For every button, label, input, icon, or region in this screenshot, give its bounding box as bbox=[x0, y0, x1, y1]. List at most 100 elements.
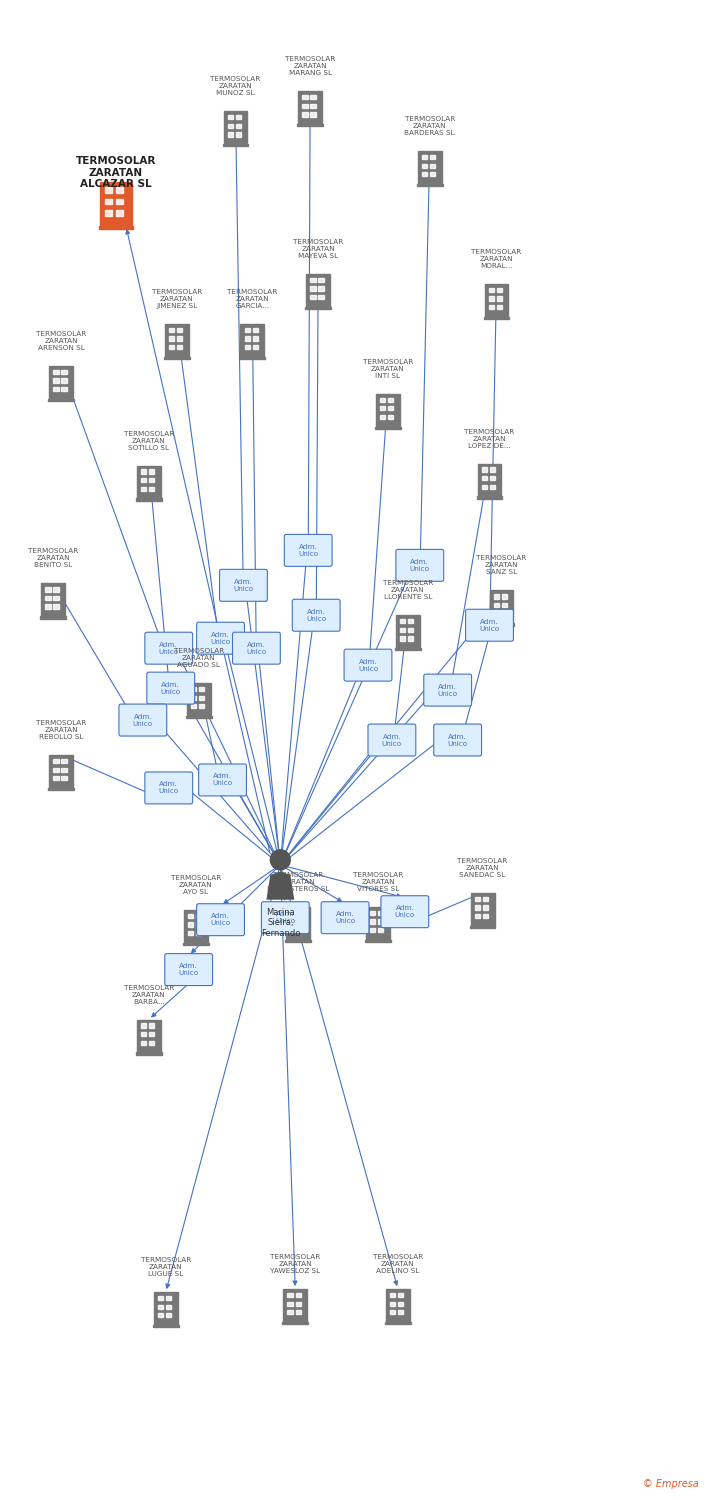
Bar bbox=[418, 152, 442, 184]
Bar bbox=[370, 910, 376, 915]
Bar bbox=[188, 932, 193, 934]
Text: TERMOSOLAR
ZARATAN
ADELINO SL: TERMOSOLAR ZARATAN ADELINO SL bbox=[373, 1254, 423, 1274]
Bar bbox=[245, 336, 250, 340]
Bar bbox=[53, 759, 58, 764]
Bar bbox=[298, 920, 304, 924]
Bar bbox=[422, 154, 427, 159]
Bar bbox=[177, 327, 182, 332]
Bar bbox=[310, 104, 316, 108]
Bar bbox=[191, 704, 196, 708]
Bar bbox=[141, 470, 146, 474]
Bar bbox=[116, 188, 123, 194]
Bar bbox=[285, 939, 311, 942]
Bar bbox=[169, 345, 174, 350]
Bar bbox=[390, 1302, 395, 1306]
Bar bbox=[158, 1312, 163, 1317]
Text: Adm.
Unico: Adm. Unico bbox=[448, 734, 467, 747]
Bar bbox=[376, 393, 400, 426]
Bar bbox=[136, 498, 162, 501]
Bar bbox=[475, 897, 480, 902]
Bar bbox=[153, 1324, 178, 1328]
Bar bbox=[470, 926, 496, 928]
Bar bbox=[310, 94, 316, 99]
Bar bbox=[99, 226, 133, 230]
Bar bbox=[400, 636, 405, 640]
Bar bbox=[502, 603, 507, 608]
Text: TERMOSOLAR
ZARATAN
AYO SL: TERMOSOLAR ZARATAN AYO SL bbox=[170, 874, 221, 896]
Bar bbox=[186, 682, 210, 716]
Bar bbox=[223, 144, 248, 147]
Bar bbox=[297, 124, 323, 126]
Text: TERMOSOLAR
ZARATAN
AGUADO SL: TERMOSOLAR ZARATAN AGUADO SL bbox=[173, 648, 223, 668]
Bar bbox=[177, 345, 182, 350]
Bar bbox=[477, 496, 502, 500]
Bar bbox=[191, 687, 196, 692]
Text: Adm.
Unico: Adm. Unico bbox=[132, 714, 153, 726]
Bar bbox=[388, 406, 393, 411]
Bar bbox=[395, 648, 421, 651]
Bar bbox=[302, 94, 307, 99]
Bar bbox=[298, 92, 323, 124]
Bar bbox=[318, 286, 324, 291]
Text: Adm.
Unico: Adm. Unico bbox=[210, 914, 231, 926]
Bar bbox=[137, 465, 161, 498]
Bar bbox=[482, 476, 487, 480]
Bar bbox=[61, 387, 67, 392]
Bar bbox=[245, 345, 250, 350]
Bar bbox=[236, 116, 241, 120]
Bar bbox=[253, 336, 258, 340]
Text: TERMOSOLAR
ZARATAN
MUNOZ SL: TERMOSOLAR ZARATAN MUNOZ SL bbox=[210, 76, 261, 96]
Bar bbox=[378, 910, 384, 915]
FancyBboxPatch shape bbox=[381, 896, 429, 927]
Bar bbox=[136, 1053, 162, 1054]
Bar bbox=[385, 1322, 411, 1324]
FancyBboxPatch shape bbox=[466, 609, 513, 640]
Bar bbox=[106, 198, 112, 204]
Bar bbox=[53, 378, 58, 382]
Text: TERMOSOLAR
ZARATAN
LUGUE SL: TERMOSOLAR ZARATAN LUGUE SL bbox=[141, 1257, 191, 1276]
Bar bbox=[141, 478, 146, 483]
Bar bbox=[430, 164, 435, 168]
Bar bbox=[398, 1302, 403, 1306]
Bar bbox=[164, 357, 190, 358]
FancyBboxPatch shape bbox=[232, 632, 280, 664]
Bar bbox=[390, 1310, 395, 1314]
FancyBboxPatch shape bbox=[197, 622, 245, 654]
FancyBboxPatch shape bbox=[119, 704, 167, 736]
Bar bbox=[478, 464, 502, 496]
Bar bbox=[236, 123, 241, 128]
Bar bbox=[398, 1293, 403, 1298]
Bar bbox=[483, 906, 488, 909]
Text: TERMOSOLAR
ZARATAN
MARANG SL: TERMOSOLAR ZARATAN MARANG SL bbox=[285, 57, 336, 76]
Bar bbox=[489, 591, 513, 622]
FancyBboxPatch shape bbox=[165, 954, 213, 986]
Bar bbox=[53, 369, 58, 374]
Bar bbox=[290, 920, 296, 924]
Bar bbox=[430, 154, 435, 159]
Bar bbox=[408, 620, 414, 624]
Bar bbox=[228, 123, 233, 128]
Bar bbox=[169, 327, 174, 332]
FancyBboxPatch shape bbox=[220, 570, 267, 602]
Text: TERMOSOLAR
ZARATAN
INTI SL: TERMOSOLAR ZARATAN INTI SL bbox=[363, 358, 413, 378]
Bar bbox=[483, 897, 488, 902]
Bar bbox=[199, 687, 204, 692]
Bar bbox=[223, 111, 248, 144]
Bar bbox=[496, 288, 502, 292]
Bar bbox=[400, 620, 405, 624]
Bar bbox=[282, 1322, 308, 1324]
Bar bbox=[310, 296, 315, 298]
Bar bbox=[408, 628, 414, 632]
Bar bbox=[380, 406, 385, 411]
Bar bbox=[240, 357, 266, 358]
Bar bbox=[496, 297, 502, 300]
Bar bbox=[53, 387, 58, 392]
FancyBboxPatch shape bbox=[199, 764, 247, 796]
Bar bbox=[183, 909, 207, 942]
Bar bbox=[310, 278, 315, 282]
Bar bbox=[375, 426, 401, 429]
Bar bbox=[296, 1310, 301, 1314]
Text: Adm.
Unico: Adm. Unico bbox=[275, 910, 296, 924]
Bar bbox=[116, 210, 123, 216]
FancyBboxPatch shape bbox=[292, 600, 340, 632]
